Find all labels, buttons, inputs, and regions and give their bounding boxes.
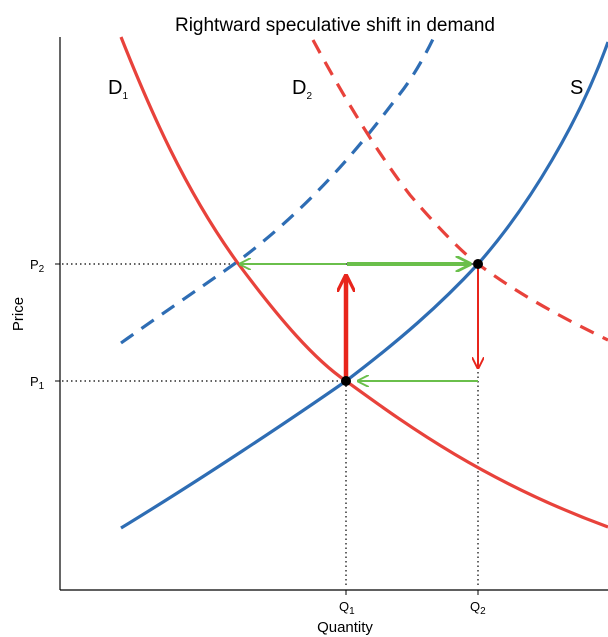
y-axis-label: Price bbox=[10, 297, 27, 331]
tick-label-q2: Q2 bbox=[470, 599, 486, 617]
equilibrium-point-2 bbox=[473, 259, 483, 269]
x-axis-label: Quantity bbox=[317, 619, 373, 636]
supply-curve bbox=[120, 41, 608, 530]
label-d1: D1 bbox=[108, 77, 128, 102]
demand-curve-d1 bbox=[119, 36, 608, 529]
tick-label-q1: Q1 bbox=[339, 599, 355, 617]
equilibrium-point-1 bbox=[341, 376, 351, 386]
tick-label-p2: P2 bbox=[30, 257, 45, 275]
diagram-title: Rightward speculative shift in demand bbox=[175, 15, 495, 36]
shifted-supply-curve bbox=[120, 36, 436, 345]
guide-lines bbox=[62, 263, 479, 588]
tick-label-p1: P1 bbox=[30, 374, 45, 392]
label-s: S bbox=[570, 77, 583, 99]
label-d2: D2 bbox=[292, 77, 312, 102]
demand-curve-d2 bbox=[311, 39, 608, 342]
